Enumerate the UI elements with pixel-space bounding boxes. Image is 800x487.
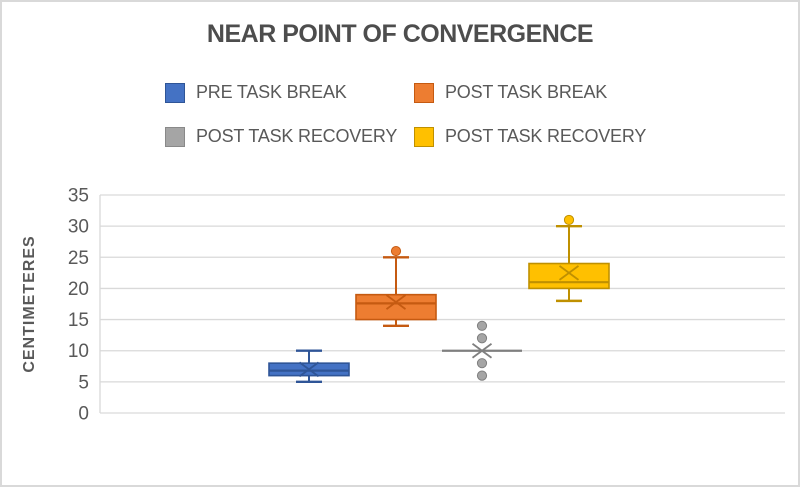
legend-label: POST TASK RECOVERY	[196, 126, 398, 146]
legend-item-2: POST TASK RECOVERY	[165, 126, 414, 147]
y-tick-label: 25	[68, 248, 89, 269]
y-tick-label: 5	[78, 372, 89, 393]
y-tick-label: 0	[78, 404, 89, 425]
outlier-dot	[563, 214, 575, 226]
legend-swatch-icon	[414, 82, 434, 103]
box	[528, 262, 610, 290]
legend-label: PRE TASK BREAK	[196, 82, 347, 102]
mean-x-marker	[298, 361, 320, 378]
outlier-dot	[476, 358, 488, 369]
y-axis-title: CENTIMETERES	[21, 235, 38, 372]
y-tick-label: 10	[68, 341, 89, 362]
legend-item-0: PRE TASK BREAK	[165, 82, 414, 103]
outlier-dot	[476, 320, 488, 331]
legend: PRE TASK BREAK POST TASK BREAK POST TASK R…	[165, 82, 646, 147]
boxplot-series-2	[442, 320, 522, 381]
outlier-dot	[476, 370, 488, 381]
legend-item-3: POST TASK RECOVERY	[414, 126, 646, 147]
mean-x-marker	[385, 294, 407, 310]
y-tick-label: 20	[68, 279, 89, 300]
legend-label: POST TASK RECOVERY	[445, 126, 647, 146]
legend-swatch-icon	[165, 82, 185, 103]
legend-item-1: POST TASK BREAK	[414, 82, 646, 103]
legend-swatch-icon	[414, 126, 434, 147]
boxplot-series-3	[528, 214, 610, 303]
outlier-dot	[390, 245, 402, 257]
outlier-dot	[476, 333, 488, 344]
legend-swatch-icon	[165, 126, 185, 147]
mean-x-marker	[558, 265, 580, 281]
mean-x-marker	[471, 342, 493, 359]
boxplot-series-0	[268, 349, 350, 384]
box	[355, 293, 437, 321]
legend-label: POST TASK BREAK	[445, 82, 608, 102]
boxplot-series-1	[355, 245, 437, 327]
y-tick-label: 30	[68, 217, 89, 238]
y-tick-label: 35	[68, 186, 89, 207]
y-tick-label: 15	[68, 310, 89, 331]
chart-title: NEAR POINT OF CONVERGENCE	[206, 20, 594, 48]
